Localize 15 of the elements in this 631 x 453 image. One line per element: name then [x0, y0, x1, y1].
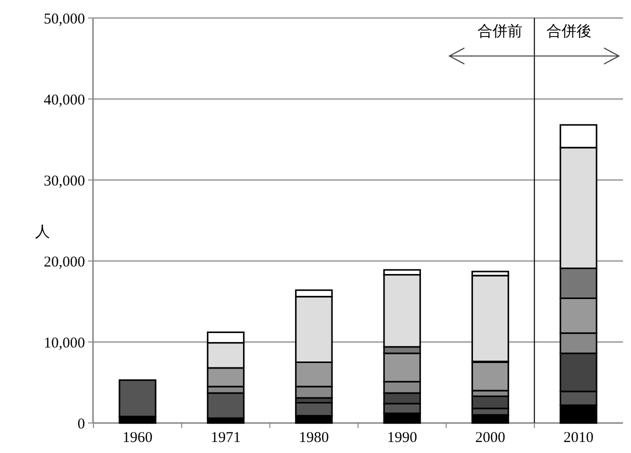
x-tick-label: 2010: [563, 430, 594, 446]
x-tick-label: 1980: [298, 430, 329, 446]
x-tick-label: 1971: [210, 430, 241, 446]
y-tick-label: 20,000: [44, 254, 85, 270]
y-tick-label: 50,000: [44, 11, 85, 28]
y-tick-label: 40,000: [44, 92, 85, 108]
annotation: 合併後: [546, 23, 592, 40]
x-tick-label: 2000: [475, 430, 506, 446]
y-tick-label: 30,000: [44, 173, 85, 190]
y-tick-label: 0: [78, 416, 85, 432]
x-tick-label: 1960: [122, 430, 153, 446]
y-tick-label: 10,000: [44, 335, 85, 352]
annotation: 合併前: [477, 23, 522, 40]
x-tick-label: 1990: [387, 430, 418, 446]
y-axis-title: 人: [35, 224, 50, 241]
